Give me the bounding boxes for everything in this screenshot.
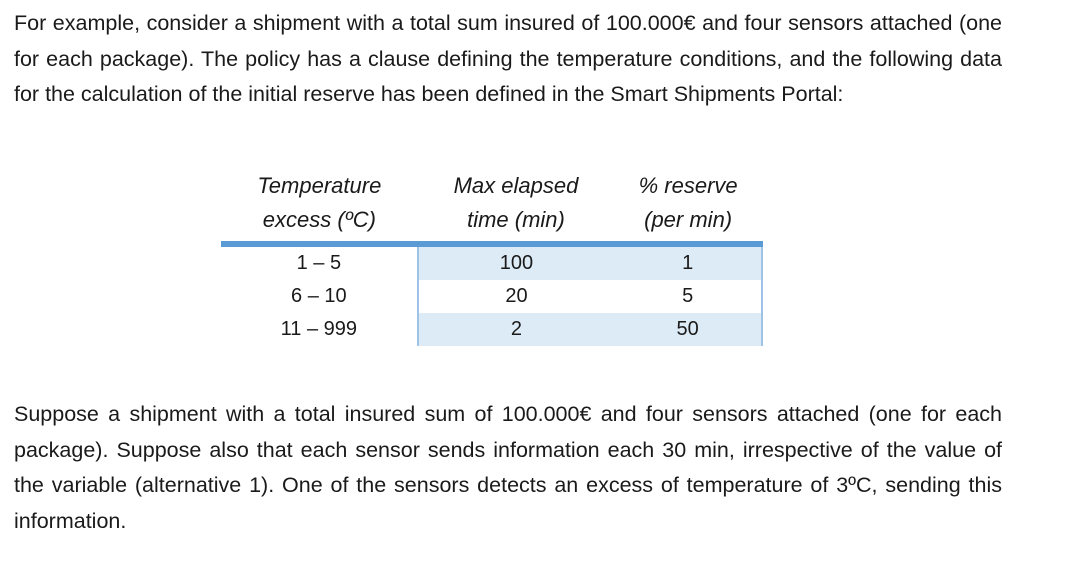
header-max-elapsed-time: Max elapsed time (min) — [417, 168, 615, 247]
header-reserve-line1: % reserve — [638, 173, 738, 198]
table-row: 6 – 10 20 5 — [221, 280, 763, 313]
scenario-paragraph: Suppose a shipment with a total insured … — [14, 402, 1002, 533]
table-header-row: Temperature excess (ºC) Max elapsed time… — [221, 168, 762, 247]
cell-reserve-per-min: 1 — [614, 244, 763, 280]
cell-temperature-excess: 1 – 5 — [296, 252, 342, 274]
header-time-line2: time (min) — [467, 207, 565, 232]
intro-paragraph: For example, consider a shipment with a … — [14, 11, 1002, 106]
table-row: 11 – 999 2 50 — [221, 313, 763, 346]
header-temperature-line1: Temperature — [257, 173, 382, 198]
cell-reserve-per-min: 50 — [614, 313, 763, 346]
header-reserve-per-min: % reserve (per min) — [614, 168, 762, 247]
header-reserve-line2: (per min) — [644, 207, 733, 232]
cell-temperature-excess: 6 – 10 — [291, 285, 347, 307]
reserve-table: Temperature excess (ºC) Max elapsed time… — [221, 168, 763, 346]
table-row: 1 – 5 100 1 — [221, 244, 763, 280]
header-temperature-line2: excess (ºC) — [262, 207, 376, 232]
cell-max-elapsed-time: 2 — [416, 313, 615, 346]
cell-max-elapsed-time: 100 — [416, 244, 615, 280]
header-time-line1: Max elapsed — [453, 173, 579, 198]
cell-max-elapsed-time: 20 — [416, 280, 615, 313]
header-temperature-excess: Temperature excess (ºC) — [221, 168, 418, 247]
cell-reserve-per-min: 5 — [614, 280, 763, 313]
cell-temperature-excess: 11 – 999 — [280, 318, 358, 340]
